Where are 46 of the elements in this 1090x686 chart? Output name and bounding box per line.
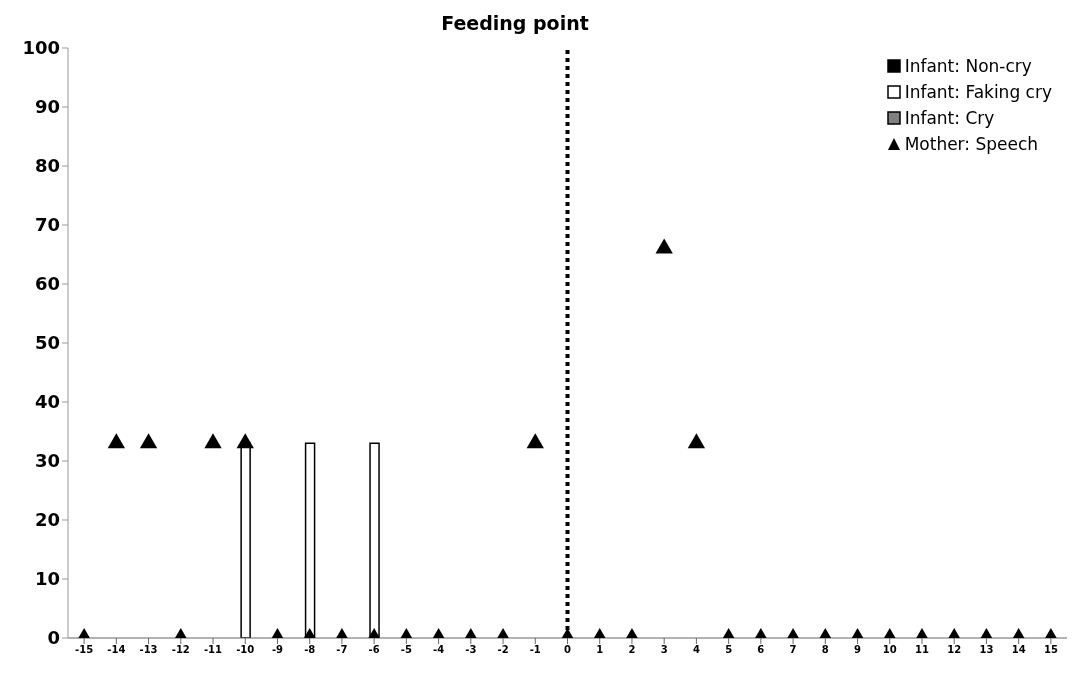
x-tick-label: 12 bbox=[947, 644, 962, 656]
x-tick-label: 15 bbox=[1043, 644, 1058, 656]
x-tick-label: -6 bbox=[368, 644, 380, 656]
x-tick-label: -12 bbox=[171, 644, 190, 656]
x-tick-label: 2 bbox=[628, 644, 636, 656]
x-tick-label: -3 bbox=[465, 644, 477, 656]
x-tick-label: -14 bbox=[107, 644, 126, 656]
x-tick-label: -7 bbox=[336, 644, 348, 656]
chart-title: Feeding point bbox=[441, 12, 589, 34]
x-tick-label: -10 bbox=[236, 644, 255, 656]
x-tick-label: 11 bbox=[915, 644, 929, 656]
legend-label: Infant: Cry bbox=[904, 107, 995, 130]
y-tick-label: 30 bbox=[34, 450, 60, 472]
y-tick-label: 20 bbox=[34, 509, 60, 531]
x-tick-label: -15 bbox=[75, 644, 94, 656]
x-tick-label: -4 bbox=[433, 644, 445, 656]
x-tick-label: -9 bbox=[271, 644, 284, 656]
legend-label: Mother: Speech bbox=[904, 133, 1039, 156]
y-tick-label: 50 bbox=[34, 332, 60, 354]
legend-label: Infant: Non-cry bbox=[904, 55, 1032, 78]
x-tick-label: 6 bbox=[757, 644, 765, 656]
x-tick-label: -8 bbox=[304, 644, 316, 656]
y-tick-label: 70 bbox=[34, 214, 60, 236]
y-tick-label: 40 bbox=[34, 391, 60, 413]
y-tick-label: 100 bbox=[22, 37, 60, 59]
y-tick-label: 10 bbox=[34, 568, 60, 590]
x-tick-label: 8 bbox=[821, 644, 829, 656]
x-tick-label: 3 bbox=[660, 644, 668, 656]
y-tick-label: 90 bbox=[34, 96, 60, 118]
x-tick-label: 1 bbox=[596, 644, 604, 656]
x-tick-label: 14 bbox=[1011, 644, 1026, 656]
x-tick-label: 7 bbox=[789, 644, 797, 656]
x-tick-label: 5 bbox=[725, 644, 733, 656]
y-tick-label: 80 bbox=[34, 155, 60, 177]
legend-label: Infant: Faking cry bbox=[904, 81, 1052, 104]
x-tick-label: 0 bbox=[564, 644, 572, 656]
x-tick-label: 9 bbox=[854, 644, 862, 656]
x-tick-label: 4 bbox=[692, 644, 700, 656]
x-tick-label: -1 bbox=[529, 644, 541, 656]
x-tick-label: -13 bbox=[139, 644, 158, 656]
x-tick-label: -5 bbox=[400, 644, 412, 656]
x-tick-label: -2 bbox=[497, 644, 509, 656]
x-tick-label: 10 bbox=[882, 644, 897, 656]
x-tick-label: 13 bbox=[979, 644, 994, 656]
x-tick-label: -11 bbox=[203, 644, 223, 656]
y-tick-label: 60 bbox=[34, 273, 60, 295]
